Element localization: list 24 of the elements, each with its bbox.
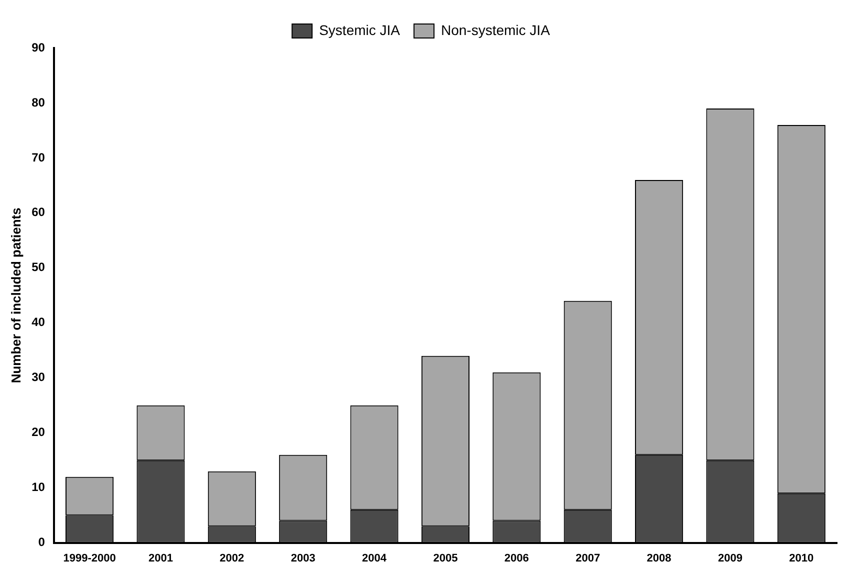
y-tick-label: 80 <box>32 95 46 110</box>
x-tick-label: 2005 <box>433 552 458 564</box>
x-tick-label: 2002 <box>220 552 244 564</box>
y-tick-label: 50 <box>32 260 46 274</box>
x-tick-label: 2004 <box>362 552 388 564</box>
x-tick-label: 2010 <box>789 552 814 564</box>
y-tick-label: 40 <box>32 315 46 330</box>
x-tick-label: 2007 <box>576 552 600 564</box>
y-tick-label: 20 <box>32 425 46 440</box>
y-tick-label: 30 <box>32 370 46 384</box>
y-tick-label: 60 <box>32 205 46 220</box>
y-axis-title: Number of included patients <box>8 208 24 384</box>
x-tick-label: 2009 <box>718 552 742 564</box>
x-tick-label: 2001 <box>148 552 173 564</box>
y-tick-label: 10 <box>32 480 46 494</box>
y-tick-label: 70 <box>32 150 46 164</box>
legend-label: Systemic JIA <box>319 22 401 38</box>
x-tick-label: 2008 <box>646 552 672 564</box>
x-tick-label: 2003 <box>290 552 316 564</box>
y-tick-label: 90 <box>32 40 46 54</box>
y-tick-label: 0 <box>38 535 46 550</box>
x-tick-label: 1999-2000 <box>63 552 116 564</box>
legend-label: Non-systemic JIA <box>440 22 551 38</box>
x-tick-label: 2006 <box>504 552 529 564</box>
